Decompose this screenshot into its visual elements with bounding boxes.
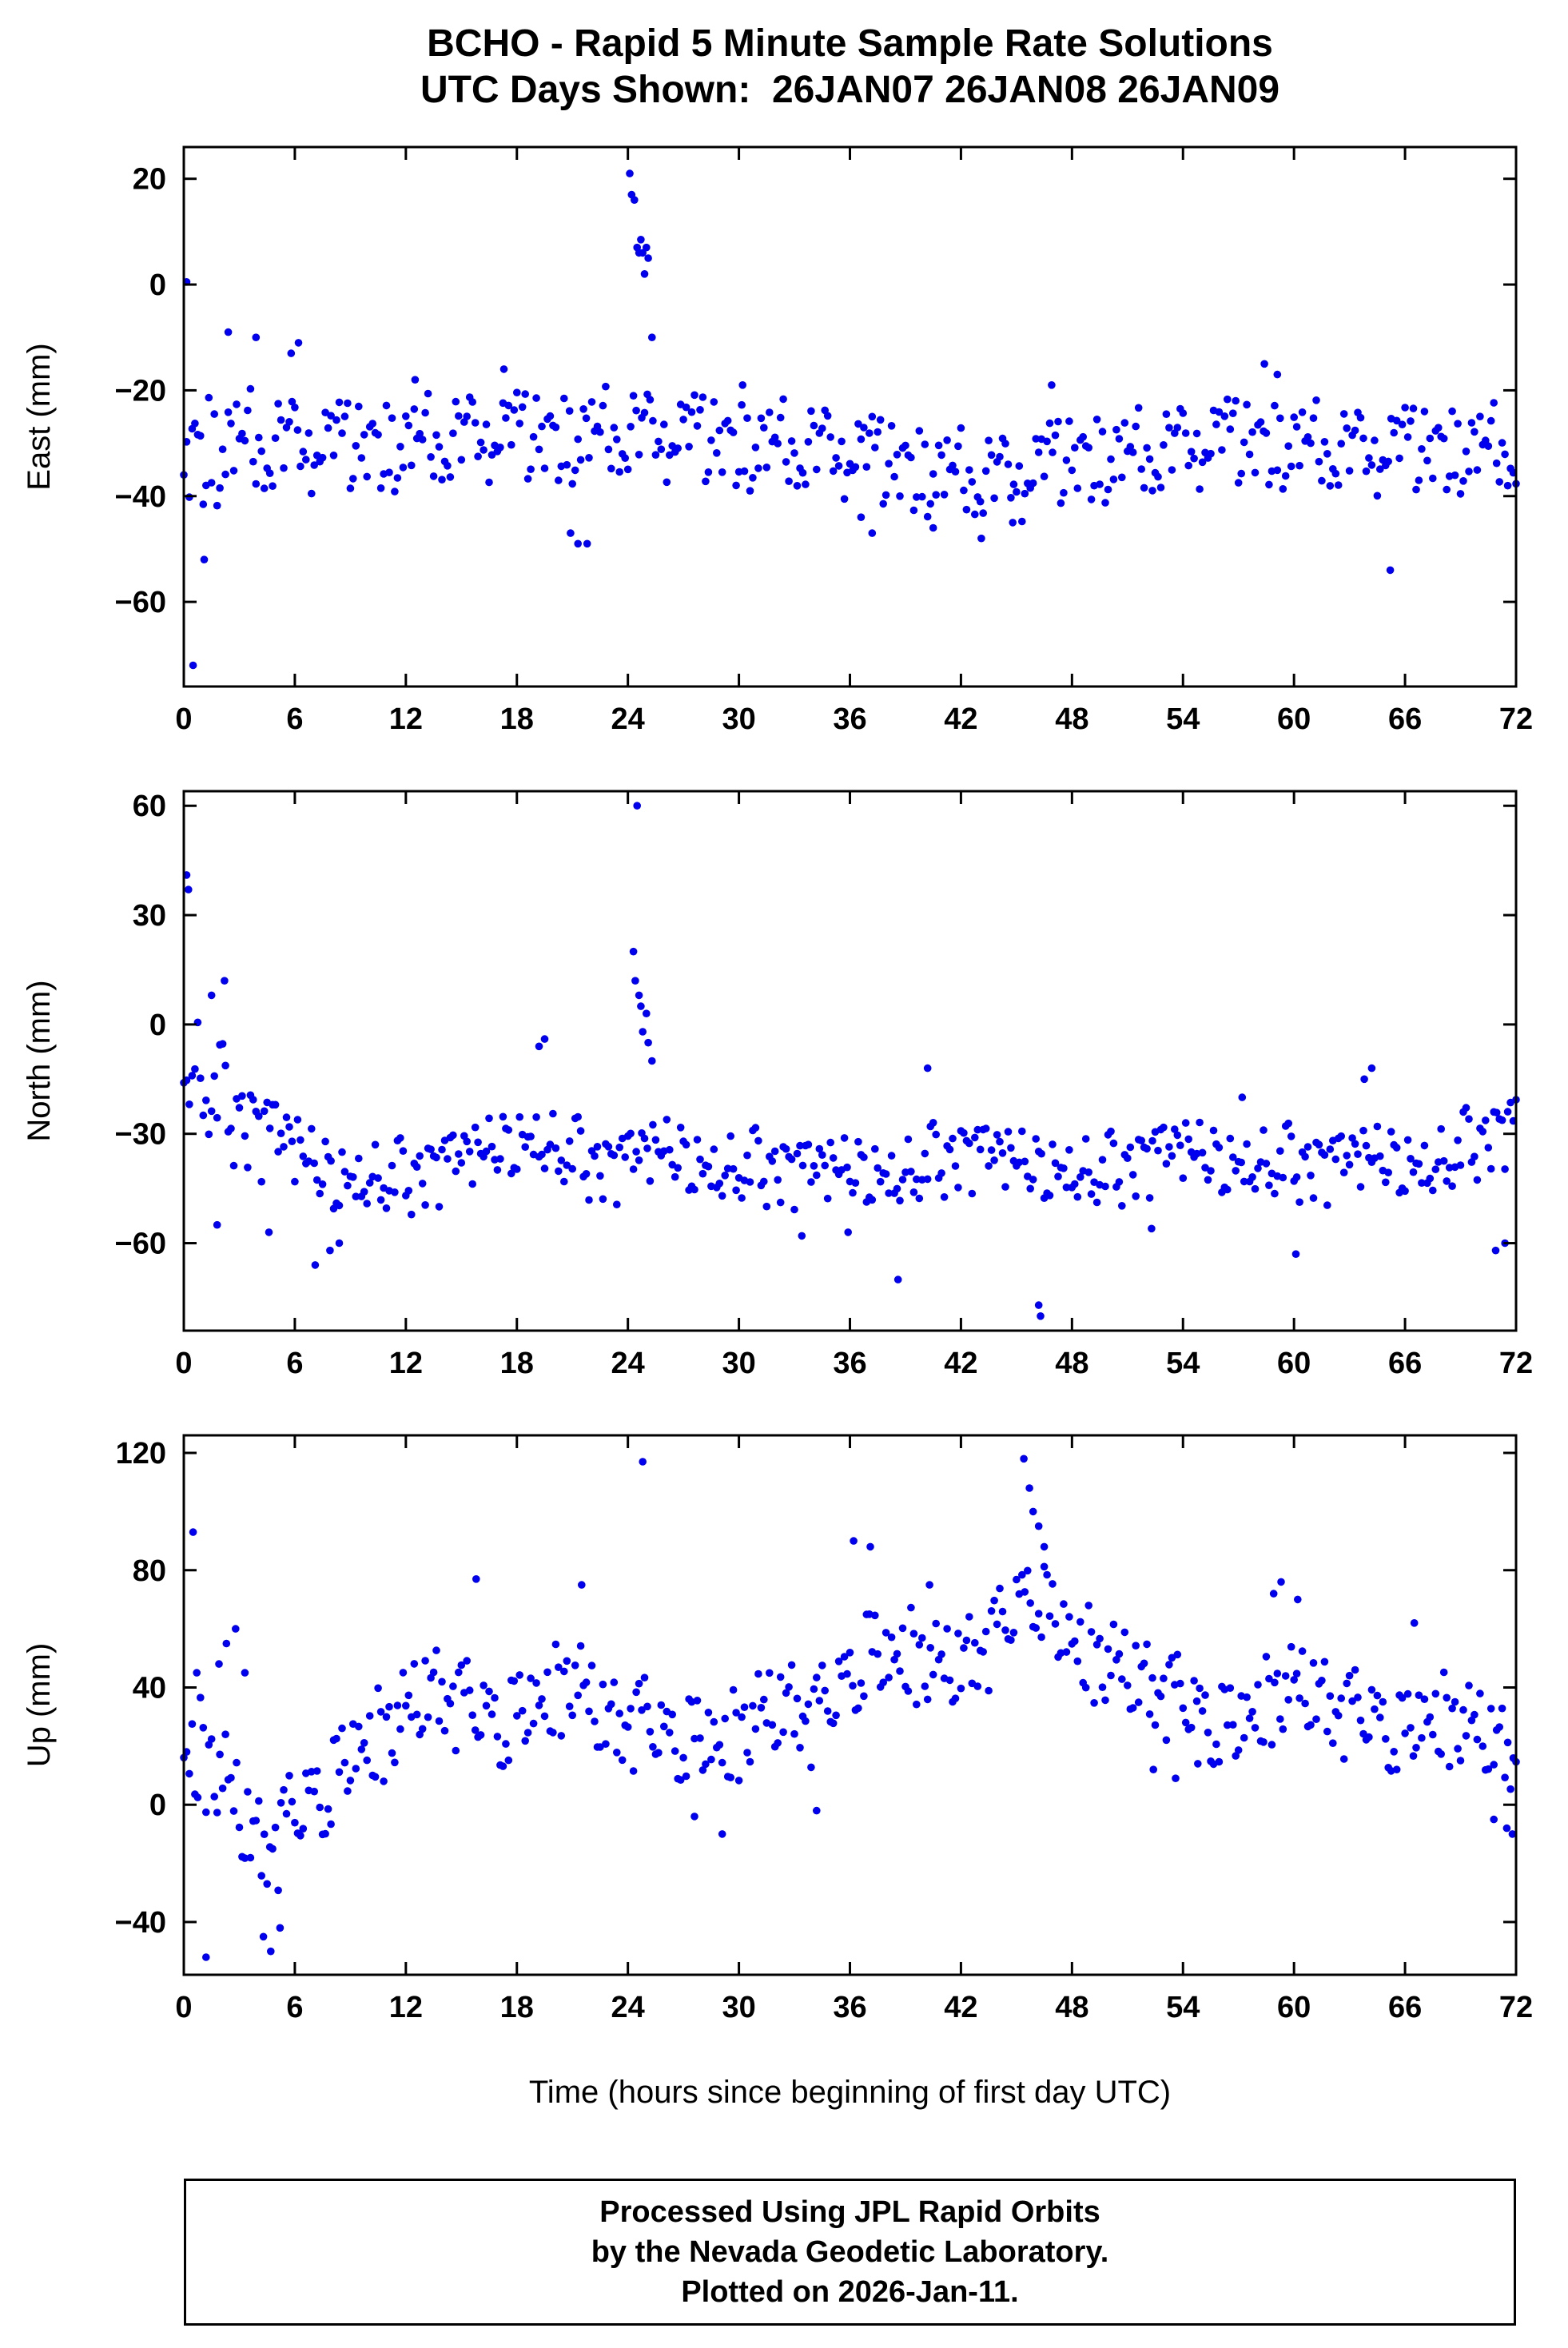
- plot-frame: [182, 1434, 1518, 1976]
- svg-text:36: 36: [833, 702, 866, 736]
- axis-tick-labels: 0 6 12 18 24 30 36 42 48 54 60 66 72 20 0 −20 −40 −60 East…: [22, 163, 1533, 736]
- svg-text:54: 54: [1166, 1991, 1200, 2024]
- svg-text:24: 24: [611, 1347, 645, 1380]
- data-points: [180, 1455, 1520, 1961]
- svg-text:72: 72: [1499, 702, 1533, 736]
- svg-text:36: 36: [833, 1991, 866, 2024]
- svg-text:0: 0: [175, 702, 192, 736]
- plot-frame: [182, 790, 1518, 1332]
- svg-text:−40: −40: [115, 1906, 166, 1940]
- svg-text:24: 24: [611, 702, 645, 736]
- footer-line-2: by the Nevada Geodetic Laboratory.: [591, 2235, 1109, 2269]
- svg-text:30: 30: [133, 899, 166, 933]
- svg-text:−30: −30: [115, 1118, 166, 1152]
- svg-text:48: 48: [1055, 1991, 1088, 2024]
- svg-text:54: 54: [1166, 702, 1200, 736]
- y-axis-label: North (mm): [22, 980, 57, 1141]
- svg-text:−20: −20: [115, 374, 166, 408]
- svg-text:36: 36: [833, 1347, 866, 1380]
- svg-text:6: 6: [286, 1347, 303, 1380]
- svg-text:30: 30: [722, 702, 755, 736]
- y-axis-label: East (mm): [22, 343, 57, 490]
- svg-text:54: 54: [1166, 1347, 1200, 1380]
- svg-text:66: 66: [1388, 1347, 1422, 1380]
- svg-text:12: 12: [389, 702, 423, 736]
- svg-text:18: 18: [500, 702, 534, 736]
- data-points: [180, 802, 1520, 1320]
- plot-frame: [182, 145, 1518, 688]
- footer-box: Processed Using JPL Rapid Orbits by the …: [184, 2179, 1516, 2326]
- north-chart: 0 6 12 18 24 30 36 42 48 54 60 66 72 60 30 0 −30 −60 North…: [22, 790, 1533, 1380]
- svg-text:6: 6: [286, 702, 303, 736]
- svg-text:42: 42: [944, 1347, 977, 1380]
- svg-text:6: 6: [286, 1991, 303, 2024]
- svg-text:12: 12: [389, 1347, 423, 1380]
- footer-line-1: Processed Using JPL Rapid Orbits: [599, 2195, 1100, 2229]
- chart-title-block: BCHO - Rapid 5 Minute Sample Rate Soluti…: [184, 0, 1516, 113]
- svg-text:18: 18: [500, 1347, 534, 1380]
- svg-text:48: 48: [1055, 1347, 1088, 1380]
- svg-text:80: 80: [133, 1554, 166, 1588]
- svg-text:60: 60: [1277, 1991, 1311, 2024]
- svg-text:66: 66: [1388, 702, 1422, 736]
- svg-text:0: 0: [175, 1991, 192, 2024]
- chart-subtitle: UTC Days Shown: 26JAN07 26JAN08 26JAN09: [420, 69, 1280, 111]
- axis-tick-labels: 0 6 12 18 24 30 36 42 48 54 60 66 72 120 80 40 0 −40 Up (m…: [22, 1437, 1533, 2024]
- axis-tick-labels: 0 6 12 18 24 30 36 42 48 54 60 66 72 60 30 0 −30 −60 North…: [22, 790, 1533, 1380]
- svg-text:30: 30: [722, 1347, 755, 1380]
- svg-text:60: 60: [1277, 702, 1311, 736]
- svg-text:24: 24: [611, 1991, 645, 2024]
- svg-text:66: 66: [1388, 1991, 1422, 2024]
- svg-text:0: 0: [149, 1009, 166, 1042]
- x-axis-label: Time (hours since beginning of first day…: [528, 2075, 1172, 2110]
- svg-text:60: 60: [1277, 1347, 1311, 1380]
- svg-text:72: 72: [1499, 1991, 1533, 2024]
- data-points: [180, 169, 1520, 670]
- svg-text:−60: −60: [115, 1228, 166, 1261]
- svg-text:0: 0: [149, 269, 166, 302]
- svg-text:−40: −40: [115, 480, 166, 514]
- svg-text:42: 42: [944, 702, 977, 736]
- svg-text:40: 40: [133, 1671, 166, 1705]
- svg-text:48: 48: [1055, 702, 1088, 736]
- y-axis-label: Up (mm): [22, 1643, 57, 1768]
- svg-text:0: 0: [149, 1789, 166, 1822]
- up-chart: 0 6 12 18 24 30 36 42 48 54 60 66 72 120 80 40 0 −40 Up (m…: [22, 1434, 1533, 2024]
- svg-text:0: 0: [175, 1347, 192, 1380]
- east-chart: 0 6 12 18 24 30 36 42 48 54 60 66 72 20 0 −20 −40 −60 East…: [22, 145, 1533, 736]
- svg-text:120: 120: [116, 1437, 166, 1470]
- svg-text:−60: −60: [115, 586, 166, 619]
- chart-title: BCHO - Rapid 5 Minute Sample Rate Soluti…: [427, 22, 1273, 65]
- svg-text:42: 42: [944, 1991, 977, 2024]
- svg-text:60: 60: [133, 790, 166, 823]
- svg-text:30: 30: [722, 1991, 755, 2024]
- svg-text:20: 20: [133, 163, 166, 197]
- svg-text:72: 72: [1499, 1347, 1533, 1380]
- svg-text:18: 18: [500, 1991, 534, 2024]
- footer-line-3: Plotted on 2026-Jan-11.: [681, 2275, 1019, 2309]
- svg-text:12: 12: [389, 1991, 423, 2024]
